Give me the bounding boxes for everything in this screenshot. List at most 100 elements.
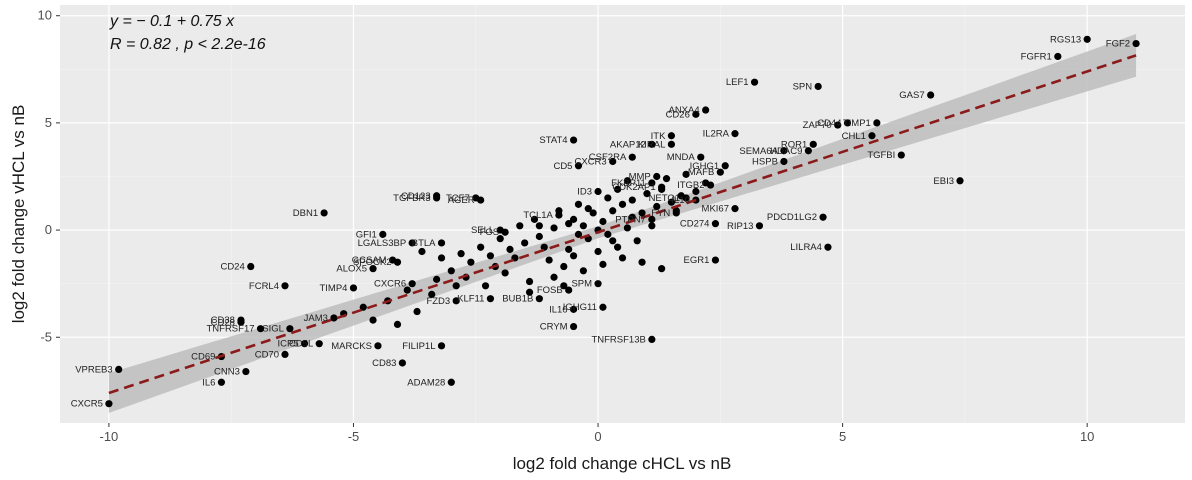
data-point bbox=[623, 177, 631, 185]
data-point bbox=[648, 222, 656, 230]
data-point bbox=[105, 400, 113, 408]
data-point bbox=[843, 119, 852, 127]
data-point bbox=[237, 318, 245, 326]
point-label: MKI67 bbox=[702, 204, 729, 215]
point-label: FILIP1L bbox=[402, 341, 435, 352]
data-point bbox=[501, 228, 509, 236]
data-point bbox=[614, 185, 622, 193]
data-point bbox=[550, 273, 558, 281]
data-point bbox=[452, 297, 460, 305]
point-label: TCF7 bbox=[446, 193, 470, 204]
point-label: FGF2 bbox=[1106, 39, 1130, 50]
data-point bbox=[574, 162, 583, 170]
point-label: CD83 bbox=[372, 358, 396, 369]
data-point bbox=[834, 121, 842, 129]
data-point bbox=[428, 290, 436, 298]
data-point bbox=[609, 157, 617, 166]
point-label: CXCR6 bbox=[374, 279, 406, 290]
point-label: CD123 bbox=[401, 191, 431, 202]
point-label: ICP5 bbox=[277, 339, 298, 350]
data-point bbox=[408, 239, 416, 247]
point-label: JAM3 bbox=[304, 313, 328, 324]
data-point bbox=[300, 340, 309, 348]
data-point bbox=[574, 230, 583, 238]
data-point bbox=[374, 342, 382, 350]
point-label: KIRAL bbox=[638, 139, 665, 150]
point-label: IGHG11 bbox=[563, 302, 597, 313]
data-point bbox=[692, 110, 700, 118]
data-point bbox=[550, 224, 558, 232]
data-point bbox=[437, 342, 446, 350]
point-label: FZD3 bbox=[426, 296, 450, 307]
point-label: GAS7 bbox=[899, 90, 924, 101]
data-point bbox=[1132, 39, 1140, 48]
data-point bbox=[447, 378, 455, 386]
point-label: CD24 bbox=[220, 262, 244, 273]
data-point bbox=[569, 252, 578, 260]
data-point bbox=[565, 286, 573, 294]
data-point bbox=[579, 267, 587, 275]
point-label: ITK bbox=[651, 131, 666, 142]
data-point bbox=[721, 162, 729, 170]
point-label: TNFRSF13B bbox=[591, 334, 645, 345]
data-point bbox=[809, 140, 817, 148]
data-point bbox=[530, 215, 539, 223]
data-point bbox=[569, 215, 578, 223]
data-point bbox=[667, 132, 676, 140]
point-label: EGR1 bbox=[684, 255, 710, 266]
point-label: MMP bbox=[629, 171, 651, 182]
data-point bbox=[956, 177, 964, 185]
point-label: CD69 bbox=[191, 352, 215, 363]
point-label: FKBP11 bbox=[611, 178, 646, 189]
data-point bbox=[565, 220, 573, 228]
point-label: SEMA6A bbox=[739, 146, 778, 157]
data-point bbox=[609, 237, 617, 245]
data-point bbox=[447, 267, 455, 275]
data-point bbox=[540, 243, 548, 251]
data-point bbox=[486, 295, 495, 303]
data-point bbox=[330, 314, 338, 322]
point-label: MNDA bbox=[667, 152, 696, 163]
data-point bbox=[359, 303, 367, 311]
data-point bbox=[750, 78, 759, 86]
point-label: BTLA bbox=[412, 238, 436, 249]
data-point bbox=[638, 258, 646, 266]
data-point bbox=[247, 262, 255, 271]
point-label: TNFRSF17 bbox=[206, 324, 254, 335]
y-tick-label: 10 bbox=[38, 8, 52, 23]
data-point bbox=[506, 245, 514, 253]
data-point bbox=[574, 200, 583, 208]
data-point bbox=[628, 196, 636, 204]
data-point bbox=[706, 181, 715, 189]
point-label: MARCKS bbox=[331, 341, 372, 352]
point-label: ITGB2 bbox=[677, 180, 704, 191]
data-point bbox=[594, 280, 602, 288]
regression-stats: R = 0.82 , p < 2.2e-16 bbox=[110, 36, 266, 53]
data-point bbox=[653, 172, 661, 181]
point-label: CD44 bbox=[817, 118, 841, 129]
data-point bbox=[1083, 35, 1091, 43]
data-point bbox=[496, 235, 504, 243]
data-point bbox=[648, 215, 656, 223]
data-point bbox=[824, 243, 832, 251]
point-label: AGER bbox=[448, 195, 475, 206]
data-point bbox=[281, 282, 289, 290]
point-label: SIGL bbox=[262, 324, 284, 335]
data-point bbox=[702, 106, 710, 114]
data-point bbox=[525, 288, 534, 296]
data-point bbox=[569, 136, 578, 144]
data-point bbox=[614, 243, 622, 251]
data-point bbox=[638, 209, 646, 217]
data-point bbox=[320, 209, 328, 217]
point-label: TIMP1 bbox=[843, 118, 871, 129]
point-label: HDAC9 bbox=[770, 146, 802, 157]
data-point bbox=[569, 322, 578, 331]
point-label: MAFB bbox=[688, 167, 714, 178]
data-point bbox=[256, 325, 265, 333]
point-label: BUB1B bbox=[502, 294, 533, 305]
y-axis-title: log2 fold change vHCL vs nB bbox=[9, 105, 28, 324]
data-point bbox=[369, 316, 377, 324]
data-point bbox=[692, 187, 700, 196]
data-point bbox=[780, 147, 788, 155]
